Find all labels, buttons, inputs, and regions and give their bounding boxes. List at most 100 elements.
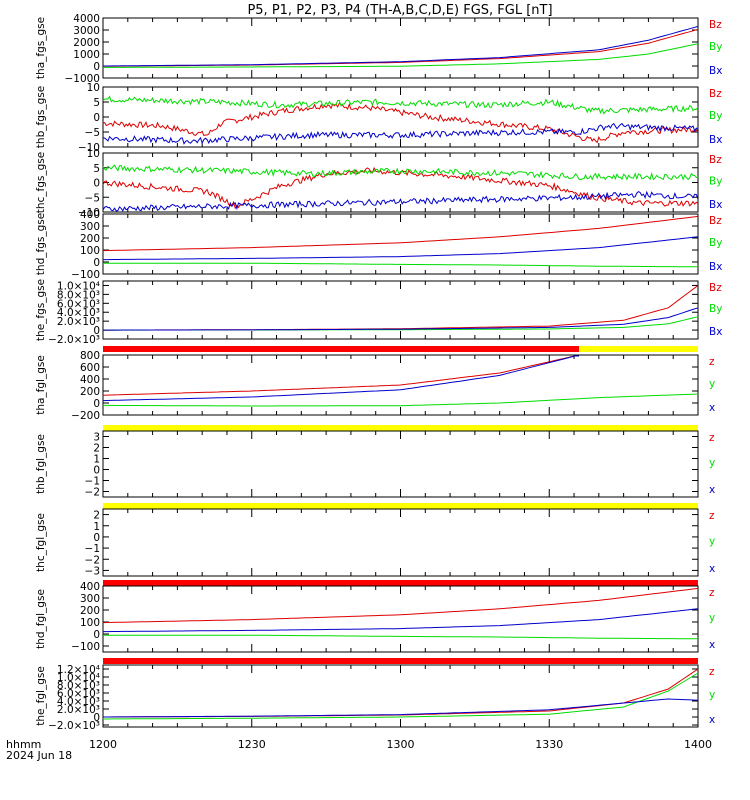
y-tick-label: 4000 — [73, 13, 100, 25]
y-tick-label: −10 — [78, 207, 100, 219]
y-tick-label: 8.0×10³ — [57, 289, 100, 301]
series-line-y — [103, 393, 699, 407]
y-tick-label: 10 — [87, 148, 100, 160]
panel-frame — [102, 213, 699, 275]
y-tick-label: −10 — [78, 142, 100, 154]
series-line-y — [103, 316, 699, 331]
time-format-label: hhmm — [6, 738, 41, 751]
y-tick-label: 5 — [93, 163, 100, 175]
series-line-x — [103, 25, 699, 67]
chart-title: P5, P1, P2, P3, P4 (TH-A,B,C,D,E) FGS, F… — [247, 3, 552, 18]
series-line-z — [103, 668, 699, 718]
x-tick-label: 1200 — [89, 738, 117, 751]
x-tick-label: 1300 — [387, 738, 415, 751]
y-tick-label: 200 — [80, 233, 100, 245]
legend-label-y: By — [709, 110, 722, 122]
series-line-x — [103, 307, 699, 331]
legend-label-y: By — [709, 41, 722, 53]
y-axis-label: thd_fgs_gse — [35, 213, 47, 275]
y-tick-label: 0 — [93, 712, 100, 724]
y-tick-label: 300 — [80, 221, 100, 233]
legend-label-x: Bx — [709, 261, 722, 273]
y-tick-label: 0 — [93, 629, 100, 641]
status-bar-segment — [103, 658, 698, 664]
y-tick-label: 0 — [93, 257, 100, 269]
x-tick-label: 1230 — [238, 738, 266, 751]
y-tick-label: −1 — [85, 476, 100, 488]
legend-label-x: x — [709, 484, 715, 496]
y-tick-label: −2 — [85, 487, 100, 499]
y-axis-label: the_fgs_gse — [35, 279, 47, 341]
series-line-x — [103, 236, 699, 261]
y-tick-label: 1.0×10⁴ — [57, 672, 100, 684]
y-axis-label: thc_fgs_gse — [35, 152, 47, 213]
series-line-x — [102, 190, 699, 212]
y-tick-label: 100 — [80, 245, 100, 257]
panel-the_fgs_gse: 1.0×10⁴8.0×10³6.0×10³4.0×10³2.0×10³0−2.0… — [35, 279, 722, 346]
legend-label-y: y — [709, 457, 715, 469]
y-tick-label: 400 — [80, 581, 100, 593]
series-line-z — [102, 587, 699, 624]
y-axis-label: tha_fgl_gse — [35, 355, 47, 415]
legend-label-z: Bz — [709, 19, 722, 31]
series-line-y — [102, 95, 699, 115]
panel-frame — [102, 664, 699, 728]
x-tick-label: 1330 — [535, 738, 563, 751]
legend-label-z: Bz — [709, 154, 722, 166]
y-tick-label: 2.0×10³ — [57, 704, 100, 716]
series-line-y — [103, 672, 699, 720]
y-tick-label: 400 — [80, 209, 100, 221]
y-tick-label: 0 — [93, 178, 100, 190]
y-tick-label: 0 — [93, 465, 100, 477]
series-line-z — [102, 355, 579, 396]
y-tick-label: −2 — [85, 554, 100, 566]
y-tick-label: 6.0×10³ — [57, 298, 100, 310]
y-tick-label: 0 — [93, 532, 100, 544]
y-tick-label: 3000 — [73, 25, 100, 37]
status-bar-segment — [579, 346, 698, 352]
y-tick-label: −100 — [71, 641, 100, 653]
legend-label-z: z — [709, 666, 715, 678]
y-tick-label: 2 — [93, 443, 100, 455]
legend-label-x: x — [709, 402, 715, 414]
legend-label-x: Bx — [709, 65, 722, 77]
y-tick-label: −1000 — [64, 73, 100, 85]
legend-label-x: Bx — [709, 134, 722, 146]
y-tick-label: 4.0×10³ — [57, 307, 100, 319]
legend-label-y: y — [709, 378, 715, 390]
legend-label-z: z — [709, 587, 715, 599]
y-tick-label: −100 — [71, 269, 100, 281]
date-label: 2024 Jun 18 — [6, 749, 72, 762]
series-line-x — [102, 122, 699, 145]
x-tick-label: 1400 — [684, 738, 712, 751]
y-tick-label: 5 — [93, 97, 100, 109]
legend-label-y: By — [709, 237, 722, 249]
legend-label-z: Bz — [709, 282, 722, 294]
y-tick-label: 3 — [93, 432, 100, 444]
y-tick-label: −200 — [71, 410, 100, 422]
series-line-y — [103, 43, 699, 68]
series-line-y — [103, 634, 698, 640]
series-line-z — [102, 215, 699, 252]
y-tick-label: 2.0×10³ — [57, 316, 100, 328]
y-axis-label: the_fgl_gse — [35, 666, 47, 726]
series-line-x — [102, 355, 579, 402]
y-tick-label: −2.0×10³ — [48, 720, 100, 732]
y-tick-label: 0 — [93, 61, 100, 73]
series-line-z — [103, 285, 699, 331]
series-line-z — [102, 166, 699, 210]
y-tick-label: 100 — [80, 617, 100, 629]
legend-label-z: Bz — [709, 215, 722, 227]
y-axis-label: thd_fgl_gse — [35, 589, 47, 649]
y-tick-label: 1 — [93, 521, 100, 533]
y-tick-label: 1.2×10⁴ — [57, 664, 100, 676]
y-tick-label: 4.0×10³ — [57, 696, 100, 708]
y-tick-label: 10 — [87, 82, 100, 94]
y-tick-label: 1.0×10⁴ — [57, 280, 100, 292]
legend-label-z: Bz — [709, 88, 722, 100]
